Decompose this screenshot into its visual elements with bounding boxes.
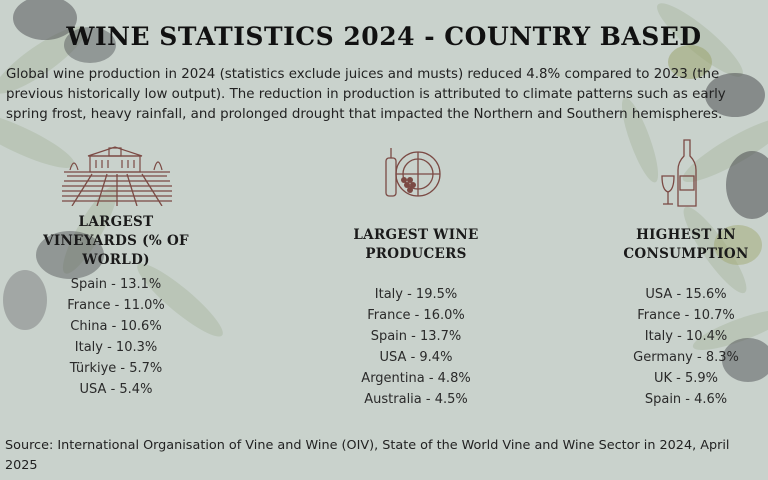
list-item: Italy - 19.5% bbox=[374, 287, 458, 302]
list-item: China - 10.6% bbox=[70, 319, 162, 334]
producers-column: LARGEST WINE PRODUCERS Italy - 19.5% Fra… bbox=[336, 226, 496, 410]
olive-dark bbox=[726, 151, 768, 219]
list-item: UK - 5.9% bbox=[653, 371, 719, 386]
vineyards-column: LARGEST VINEYARDS (% OF WORLD) Spain - 1… bbox=[36, 213, 196, 400]
list-item: USA - 9.4% bbox=[379, 350, 453, 365]
page-title: WINE STATISTICS 2024 - COUNTRY BASED bbox=[66, 22, 702, 51]
consumption-column: HIGHEST IN CONSUMPTION USA - 15.6% Franc… bbox=[606, 226, 766, 410]
olive-dark bbox=[705, 73, 765, 117]
list-item: Spain - 4.6% bbox=[644, 392, 728, 407]
stat-list: USA - 15.6% France - 10.7% Italy - 10.4%… bbox=[606, 284, 766, 410]
list-item: France - 10.7% bbox=[637, 308, 735, 323]
stat-list: Spain - 13.1% France - 11.0% China - 10.… bbox=[36, 274, 196, 400]
list-item: Spain - 13.7% bbox=[370, 329, 462, 344]
olive-dark bbox=[722, 338, 768, 382]
list-item: Argentina - 4.8% bbox=[361, 371, 471, 386]
vineyard-icon bbox=[62, 146, 172, 206]
list-item: Italy - 10.4% bbox=[644, 329, 728, 344]
list-item: France - 11.0% bbox=[67, 298, 165, 313]
list-item: USA - 15.6% bbox=[645, 287, 727, 302]
list-item: Italy - 10.3% bbox=[74, 340, 158, 355]
column-heading: HIGHEST IN CONSUMPTION bbox=[623, 227, 749, 262]
list-item: France - 16.0% bbox=[367, 308, 465, 323]
olive-dark bbox=[13, 0, 77, 40]
column-heading: LARGEST WINE PRODUCERS bbox=[353, 227, 479, 262]
intro-paragraph: Global wine production in 2024 (statisti… bbox=[6, 67, 726, 122]
list-item: USA - 5.4% bbox=[79, 382, 153, 397]
list-item: Türkiye - 5.7% bbox=[69, 361, 163, 376]
list-item: Spain - 13.1% bbox=[70, 277, 162, 292]
list-item: Germany - 8.3% bbox=[633, 350, 739, 365]
olive-dark bbox=[64, 27, 116, 63]
stat-list: Italy - 19.5% France - 16.0% Spain - 13.… bbox=[336, 284, 496, 410]
wine-barrel-icon bbox=[385, 148, 441, 197]
olive-dark bbox=[36, 231, 104, 279]
column-heading: LARGEST VINEYARDS (% OF WORLD) bbox=[43, 214, 189, 268]
olive-green bbox=[714, 225, 762, 265]
wine-bottle-glass-icon bbox=[661, 139, 697, 207]
olive-green bbox=[668, 45, 712, 79]
list-item: Australia - 4.5% bbox=[364, 392, 468, 407]
source-citation: Source: International Organisation of Vi… bbox=[5, 438, 730, 473]
olive-dark bbox=[3, 270, 47, 330]
